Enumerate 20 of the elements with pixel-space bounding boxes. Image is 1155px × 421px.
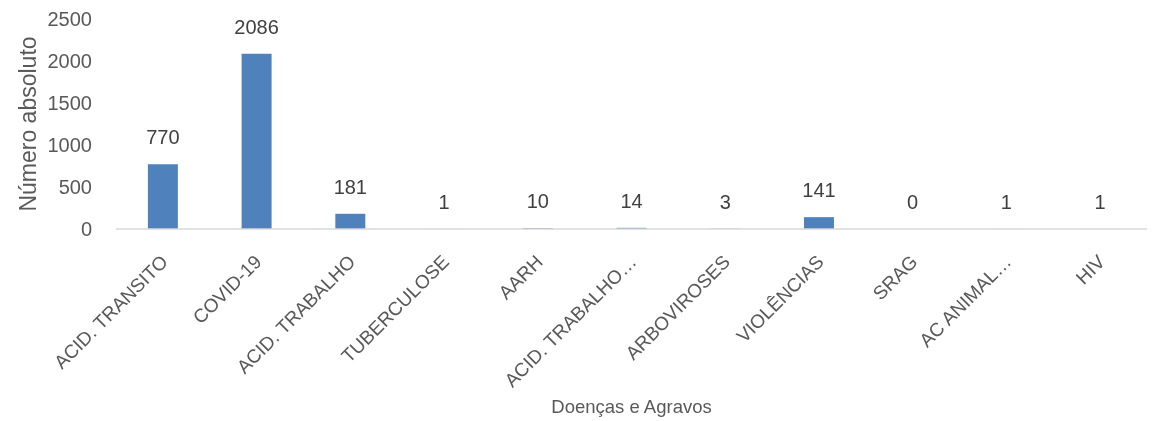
data-label: 1	[1000, 190, 1012, 213]
data-label: 2086	[234, 15, 279, 38]
y-tick-label: 1000	[47, 134, 92, 157]
y-axis-title: Número absoluto	[15, 36, 41, 212]
data-label: 1	[438, 190, 450, 213]
y-tick-label: 500	[58, 176, 92, 199]
y-tick-label: 1500	[47, 92, 92, 115]
data-label: 181	[333, 175, 368, 198]
data-label: 3	[719, 190, 731, 213]
y-tick-label: 2500	[47, 8, 92, 31]
x-tick-label: HIV	[1071, 250, 1110, 289]
data-label: 141	[802, 179, 836, 202]
data-label: 1	[1094, 190, 1106, 213]
data-label: 770	[146, 126, 180, 149]
x-axis-title: Doenças e Agravos	[551, 396, 712, 417]
y-tick-label: 2000	[47, 50, 92, 73]
data-label: 14	[620, 189, 643, 212]
data-label: 0	[907, 191, 919, 213]
data-label: 10	[526, 190, 549, 213]
y-tick-label: 0	[80, 218, 92, 241]
